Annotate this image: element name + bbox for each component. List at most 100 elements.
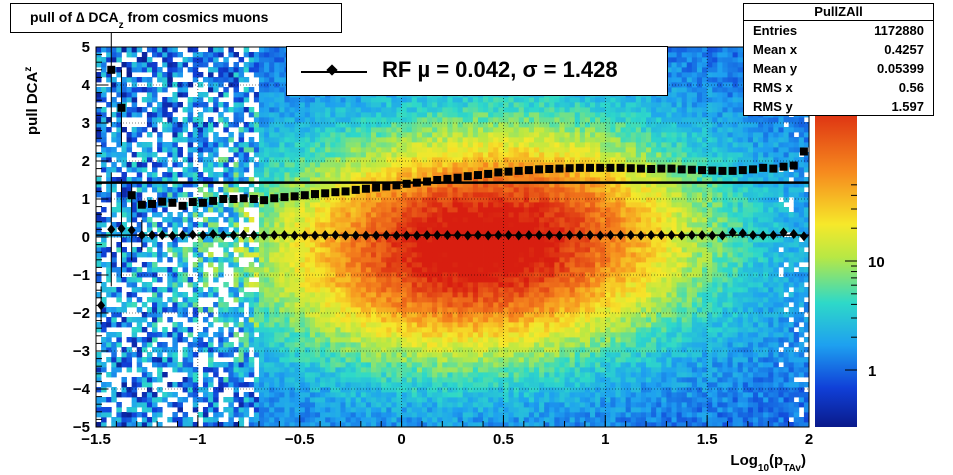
heatmap-cell xyxy=(238,297,245,303)
heatmap-cell xyxy=(177,367,183,373)
heatmap-cell xyxy=(228,352,234,358)
heatmap-cell xyxy=(355,202,362,208)
heatmap-cell xyxy=(365,272,372,278)
heatmap-cell xyxy=(101,192,107,198)
heatmap-cell xyxy=(264,102,270,108)
heatmap-cell xyxy=(360,107,367,113)
heatmap-cell xyxy=(396,177,402,183)
heatmap-cell xyxy=(294,202,301,208)
heatmap-cell xyxy=(396,417,402,423)
heatmap-cell xyxy=(452,382,458,388)
heatmap-cell xyxy=(411,197,418,203)
heatmap-cell xyxy=(437,247,443,253)
heatmap-cell xyxy=(477,387,484,393)
heatmap-cell xyxy=(457,357,464,363)
heatmap-cell xyxy=(472,367,479,373)
heatmap-cell xyxy=(416,247,423,253)
heatmap-cell xyxy=(152,297,158,303)
heatmap-cell xyxy=(136,192,143,198)
heatmap-cell xyxy=(106,292,112,298)
heatmap-cell xyxy=(167,212,173,218)
heatmap-cell xyxy=(223,172,229,178)
heatmap-cell xyxy=(421,327,428,333)
heatmap-cell xyxy=(457,352,464,358)
heatmap-cell xyxy=(437,347,443,353)
heatmap-cell xyxy=(213,77,219,83)
heatmap-cell xyxy=(442,377,448,383)
heatmap-cell xyxy=(386,347,392,353)
heatmap-cell xyxy=(376,102,382,108)
heatmap-cell xyxy=(233,362,239,368)
heatmap-cell xyxy=(477,367,484,373)
heatmap-cell xyxy=(284,267,290,273)
heatmap-cell xyxy=(279,102,285,108)
heatmap-cell xyxy=(462,267,469,273)
heatmap-cell xyxy=(452,127,458,133)
heatmap-cell xyxy=(299,312,306,318)
heatmap-cell xyxy=(146,47,153,53)
heatmap-cell xyxy=(101,407,107,413)
heatmap-cell xyxy=(320,327,326,333)
heatmap-cell xyxy=(411,122,418,128)
heatmap-cell xyxy=(396,167,402,173)
heatmap-cell xyxy=(96,247,102,253)
heatmap-cell xyxy=(279,417,285,423)
heatmap-cell xyxy=(208,157,214,163)
heatmap-cell xyxy=(294,362,301,368)
heatmap-cell xyxy=(304,297,311,303)
heatmap-cell xyxy=(258,402,265,408)
heatmap-cell xyxy=(202,192,209,198)
heatmap-cell xyxy=(360,217,367,223)
heatmap-cell xyxy=(365,312,372,318)
heatmap-cell xyxy=(467,137,474,143)
heatmap-cell xyxy=(442,122,448,128)
heatmap-cell xyxy=(152,207,158,213)
heatmap-cell xyxy=(111,52,117,58)
heatmap-cell xyxy=(360,207,367,213)
heatmap-cell xyxy=(269,282,275,288)
heatmap-cell xyxy=(309,217,316,223)
heatmap-cell xyxy=(432,262,438,268)
heatmap-cell xyxy=(274,242,280,248)
heatmap-cell xyxy=(172,392,178,398)
heatmap-cell xyxy=(197,132,204,138)
heatmap-cell xyxy=(233,267,239,273)
heatmap-cell xyxy=(421,262,428,268)
heatmap-cell xyxy=(106,157,112,163)
heatmap-cell xyxy=(157,117,163,123)
heatmap-cell xyxy=(284,322,290,328)
heatmap-cell xyxy=(253,347,260,353)
heatmap-cell xyxy=(152,187,158,193)
heatmap-cell xyxy=(483,307,489,313)
heatmap-cell xyxy=(202,182,209,188)
heatmap-cell xyxy=(396,387,402,393)
heatmap-cell xyxy=(483,272,489,278)
heatmap-cell xyxy=(289,137,296,143)
heatmap-cell xyxy=(274,317,280,323)
heatmap-cell xyxy=(411,242,418,248)
heatmap-cell xyxy=(437,287,443,293)
heatmap-cell xyxy=(355,227,362,233)
heatmap-cell xyxy=(243,407,250,413)
heatmap-cell xyxy=(320,217,326,223)
heatmap-cell xyxy=(457,212,464,218)
heatmap-cell xyxy=(391,162,397,168)
heatmap-cell xyxy=(126,67,133,73)
heatmap-cell xyxy=(248,312,255,318)
heatmap-cell xyxy=(437,117,443,123)
heatmap-cell xyxy=(126,302,133,308)
heatmap-cell xyxy=(146,377,153,383)
heatmap-cell xyxy=(442,342,448,348)
heatmap-cell xyxy=(131,402,138,408)
heatmap-cell xyxy=(350,202,357,208)
heatmap-cell xyxy=(284,132,290,138)
heatmap-cell xyxy=(274,282,280,288)
heatmap-cell xyxy=(314,337,321,343)
heatmap-cell xyxy=(462,162,469,168)
heatmap-cell xyxy=(350,417,357,423)
heatmap-cell xyxy=(299,197,306,203)
heatmap-cell xyxy=(320,337,326,343)
heatmap-cell xyxy=(320,367,326,373)
heatmap-cell xyxy=(406,177,413,183)
heatmap-cell xyxy=(447,257,453,263)
